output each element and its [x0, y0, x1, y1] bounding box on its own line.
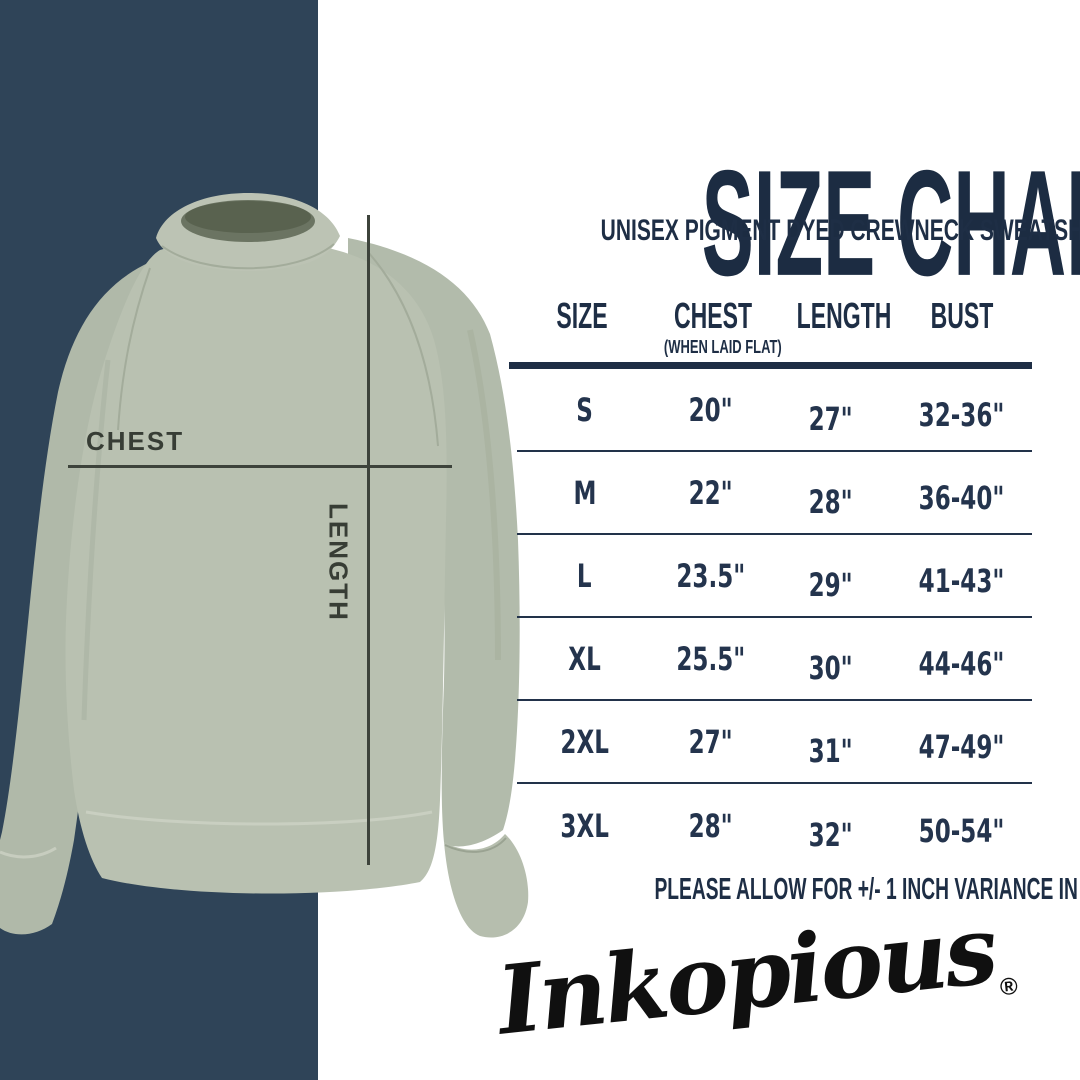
size-value: 3XL: [560, 806, 609, 845]
length-value: 29": [808, 565, 854, 604]
bust-value: 44-46": [919, 644, 1005, 683]
collar-inner-shadow: [185, 201, 311, 233]
left-cuff-seam: [0, 846, 57, 859]
right-cuff-seam: [444, 837, 507, 853]
column-header-chest: CHEST: [673, 295, 753, 336]
chest-value: 22": [688, 473, 734, 512]
bust-value: 32-36": [919, 395, 1005, 434]
sweatshirt-photo: [0, 193, 529, 938]
right-cuff: [444, 834, 529, 938]
table-row: S 20" 27" 32-36": [517, 369, 1032, 452]
right-sleeve: [348, 238, 520, 847]
bust-value: 41-43": [919, 561, 1005, 600]
size-table-header: SIZE CHEST LENGTH BUST: [512, 290, 1032, 334]
chest-value: 28": [688, 806, 734, 845]
length-value: 32": [808, 815, 854, 854]
fold-shadow: [81, 359, 111, 721]
chest-value: 25.5": [676, 639, 746, 678]
length-value: 31": [808, 731, 854, 770]
chest-label: CHEST: [86, 426, 185, 456]
table-row: 3XL 28" 32" 50-54": [517, 784, 1032, 867]
column-header-bust: BUST: [930, 295, 994, 336]
bust-value: 36-40": [919, 478, 1005, 517]
table-row: M 22" 28" 36-40": [517, 452, 1032, 535]
chest-value: 20": [688, 390, 734, 429]
size-value: S: [576, 390, 593, 429]
product-subtitle: UNISEX PIGMENT DYED CREWNECK SWEATSHIRT: [600, 214, 1080, 247]
hem-seam: [85, 810, 433, 826]
column-header-length: LENGTH: [796, 295, 892, 336]
table-row: L 23.5" 29" 41-43": [517, 535, 1032, 618]
left-armhole-seam: [117, 267, 151, 431]
brand-logo-text: Inkopious: [492, 895, 1000, 1057]
size-value: 2XL: [560, 722, 609, 761]
size-value: L: [577, 556, 592, 595]
length-label: LENGTH: [323, 503, 354, 622]
fold-shadow: [467, 329, 501, 661]
size-table-rows: S 20" 27" 32-36" M 22" 28" 36-40" L 23.5…: [517, 369, 1032, 867]
chest-value: 27": [688, 722, 734, 761]
page-title: SIZE CHART: [701, 139, 1080, 308]
bust-value: 50-54": [919, 811, 1005, 850]
table-row: 2XL 27" 31" 47-49": [517, 701, 1032, 784]
size-value: M: [573, 473, 596, 512]
header-rule: [509, 362, 1032, 369]
registered-trademark-icon: ®: [998, 972, 1020, 1002]
size-value: XL: [568, 639, 601, 678]
length-value: 28": [808, 482, 854, 521]
chest-subnote: (WHEN LAID FLAT): [663, 337, 782, 357]
right-armhole-seam: [367, 251, 439, 447]
column-header-size: SIZE: [556, 295, 608, 336]
table-row: XL 25.5" 30" 44-46": [517, 618, 1032, 701]
collar-seam: [161, 243, 335, 270]
body-panel: [65, 241, 447, 894]
length-value: 27": [808, 399, 854, 438]
variance-note: PLEASE ALLOW FOR +/- 1 INCH VARIANCE IN …: [654, 871, 1080, 906]
length-measure-line: [367, 215, 370, 865]
chest-measure-line: [68, 465, 452, 468]
length-value: 30": [808, 648, 854, 687]
chest-value: 23.5": [676, 556, 746, 595]
bust-value: 47-49": [919, 727, 1005, 766]
